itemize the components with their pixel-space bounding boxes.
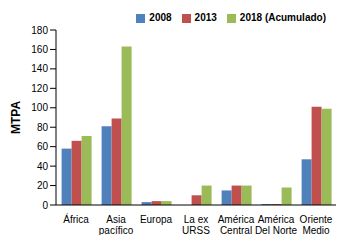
svg-text:60: 60 [37,141,49,152]
svg-text:MTPA: MTPA [9,101,23,134]
svg-text:120: 120 [31,83,48,94]
html-text:2008: 2008 [149,12,172,23]
svg-text:160: 160 [31,44,48,55]
svg-text:80: 80 [37,122,49,133]
html-text:2018 (Acumulado): 2018 (Acumulado) [239,12,326,23]
html-text:2013: 2013 [194,12,217,23]
svg-text:140: 140 [31,63,48,74]
svg-text:OrienteMedio: OrienteMedio [300,214,333,235]
svg-text:20: 20 [37,180,49,191]
svg-text:Europa: Europa [140,214,173,225]
svg-text:AméricaCentral: AméricaCentral [218,214,255,235]
svg-text:100: 100 [31,102,48,113]
svg-text:Asiapacífico: Asiapacífico [99,214,134,235]
svg-text:40: 40 [37,161,49,172]
svg-text:La exURSS: La exURSS [182,214,210,235]
svg-text:180: 180 [31,25,48,36]
svg-text:África: África [63,213,89,225]
svg-text:0: 0 [42,200,48,211]
svg-text:AméricaDel Norte: AméricaDel Norte [255,214,298,235]
